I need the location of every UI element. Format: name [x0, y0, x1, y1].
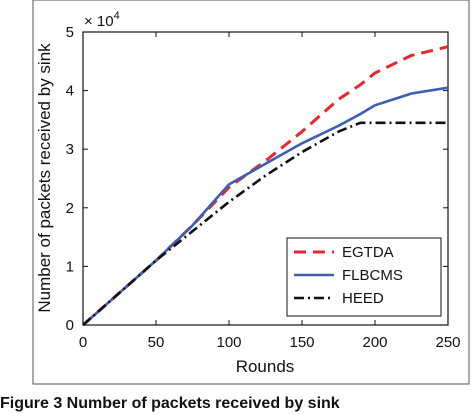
legend-label-heed: HEED: [342, 290, 384, 307]
x-tick-label: 250: [435, 334, 460, 351]
legend-box: [286, 237, 442, 317]
y-tick-label: 3: [66, 141, 74, 158]
x-axis: 0 50 100 150 200 250: [79, 32, 461, 351]
y-multiplier-exponent: 4: [114, 10, 120, 22]
x-tick-label: 100: [216, 334, 241, 351]
series-layer: [82, 45, 449, 327]
y-tick-label: 5: [66, 24, 74, 41]
y-multiplier: × 104: [84, 10, 120, 30]
y-tick-label: 1: [66, 258, 74, 275]
legend: EGTDA FLBCMS HEED: [286, 237, 442, 317]
legend-label-flbcms: FLBCMS: [342, 267, 403, 284]
x-axis-title: Rounds: [236, 357, 295, 376]
x-tick-label: 50: [148, 334, 165, 351]
y-axis: 0 1 2 3 4 5: [66, 24, 448, 334]
series-line-egtda: [82, 45, 449, 327]
y-tick-label: 2: [66, 200, 74, 217]
figure-caption: Figure 3 Number of packets received by s…: [0, 395, 340, 412]
y-axis-title: Number of packets received by sink: [35, 43, 54, 313]
y-tick-label: 4: [66, 83, 74, 100]
x-tick-label: 0: [79, 334, 87, 351]
x-tick-label: 200: [362, 334, 387, 351]
x-tick-label: 150: [289, 334, 314, 351]
series-line-heed: [82, 121, 448, 326]
y-tick-label: 0: [66, 317, 74, 334]
figure-border: [32, 0, 470, 385]
legend-label-egtda: EGTDA: [342, 244, 394, 261]
